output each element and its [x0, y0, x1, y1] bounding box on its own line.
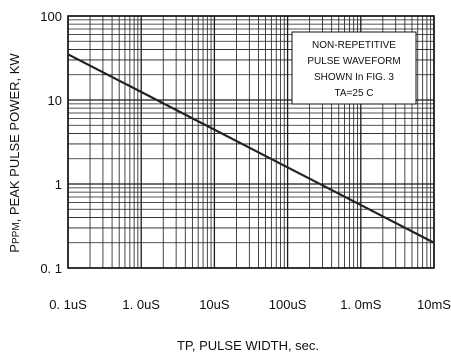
annotation-box: NON-REPETITIVE PULSE WAVEFORM SHOWN In F… [291, 31, 417, 105]
series-line-power [67, 53, 435, 244]
x-tick-label: 10mS [417, 297, 451, 312]
y-axis-label: PPPM, PEAK PULSE POWER, KW [7, 53, 22, 253]
annotation-line-1: NON-REPETITIVE [312, 40, 396, 51]
y-axis-label-subscript: PPM [11, 222, 22, 244]
x-axis-label: TP, PULSE WIDTH, sec. [177, 338, 319, 353]
y-axis-label-symbol: P [7, 244, 22, 253]
y-tick-label: 1 [55, 177, 62, 192]
annotation-line-2: PULSE WAVEFORM [307, 56, 400, 67]
x-tick-label: 1. 0mS [340, 297, 382, 312]
x-tick-label: 0. 1uS [49, 297, 87, 312]
annotation-line-3: SHOWN In FIG. 3 [314, 72, 394, 83]
x-tick-label: 1. 0uS [122, 297, 160, 312]
y-tick-label: 100 [40, 9, 62, 24]
x-tick-label: 100uS [269, 297, 307, 312]
y-tick-label: 10 [48, 93, 62, 108]
x-tick-labels: 0. 1uS 1. 0uS 10uS 100uS 1. 0mS 10mS [49, 297, 451, 312]
plot-frame [67, 15, 435, 269]
y-tick-labels: 100 10 1 0. 1 [40, 9, 62, 276]
x-tick-label: 10uS [199, 297, 230, 312]
y-tick-label: 0. 1 [40, 261, 62, 276]
annotation-line-4: TA=25 C [335, 88, 374, 99]
y-axis-label-text: , PEAK PULSE POWER, KW [7, 53, 22, 223]
